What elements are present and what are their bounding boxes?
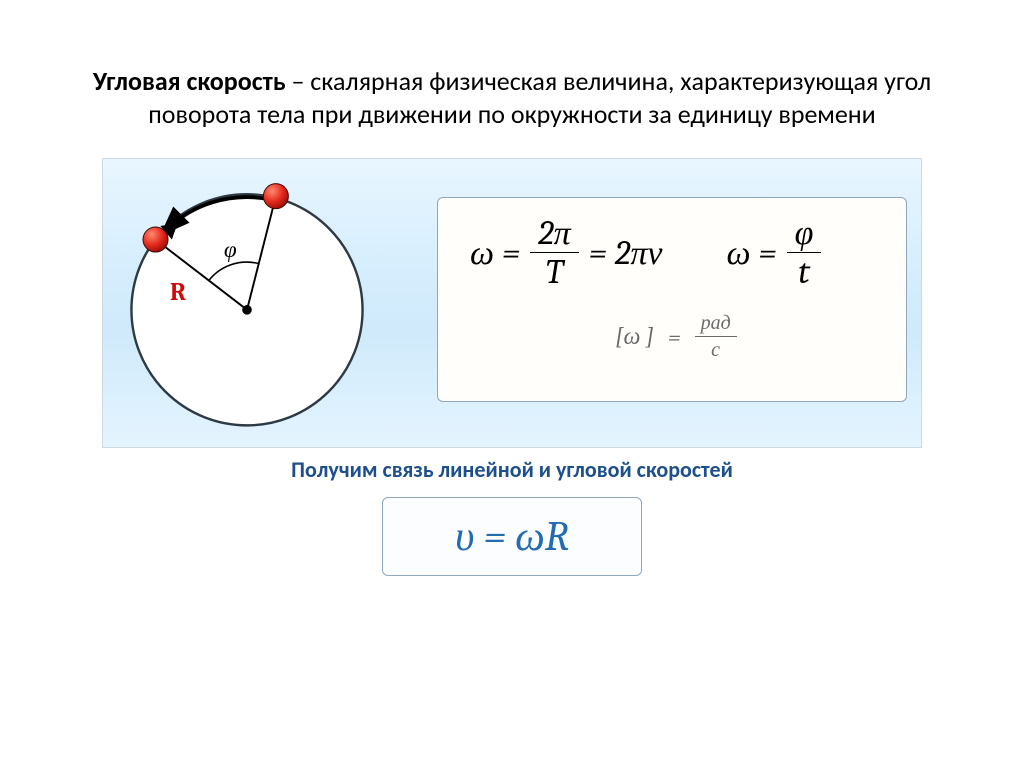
eq-sign: =	[498, 233, 524, 273]
rhs-2pi-nu: 2πν	[611, 233, 667, 273]
frac2-num: φ	[787, 216, 822, 253]
formula-box: ω = 2π T = 2πν ω = φ t [ω ] =	[437, 197, 907, 402]
velocity-equation-box: υ = ωR	[382, 497, 642, 576]
frac-phi-t: φ t	[787, 216, 822, 289]
phi-label: φ	[224, 236, 237, 263]
equation-units: [ω ] = рад с	[466, 311, 886, 362]
unit-den: с	[705, 337, 726, 362]
frac-2pi-T: 2π T	[530, 216, 579, 289]
unit-num: рад	[695, 311, 737, 337]
frac-den: T	[538, 253, 571, 289]
subcaption: Получим связь линейной и угловой скорост…	[0, 456, 1024, 483]
frac-num: 2π	[530, 216, 579, 253]
center-dot	[242, 305, 252, 315]
omega-symbol-2: ω	[723, 233, 755, 273]
velocity-equation: υ = ωR	[455, 512, 569, 561]
unit-eq-sign: =	[668, 323, 681, 351]
eq-sign-2: =	[585, 233, 611, 273]
frac2-den: t	[790, 253, 818, 289]
omega-eq-1: ω = 2π T = 2πν	[466, 216, 667, 289]
circle-diagram: φ R	[117, 175, 377, 435]
title-term: Угловая скорость	[93, 65, 286, 97]
point-left	[143, 227, 168, 252]
omega-symbol: ω	[466, 233, 498, 273]
slide-title: Угловая скорость – скалярная физическая …	[0, 0, 1024, 130]
eq-sign-3: =	[755, 233, 781, 273]
omega-eq-2: ω = φ t	[723, 216, 828, 289]
unit-frac: рад с	[695, 311, 737, 362]
equation-row-1: ω = 2π T = 2πν ω = φ t	[466, 216, 886, 289]
figure-panel: φ R ω = 2π T = 2πν ω = φ t	[102, 158, 922, 448]
unit-left: [ω ]	[615, 322, 654, 351]
point-top	[263, 184, 288, 209]
radius-label: R	[170, 278, 186, 307]
